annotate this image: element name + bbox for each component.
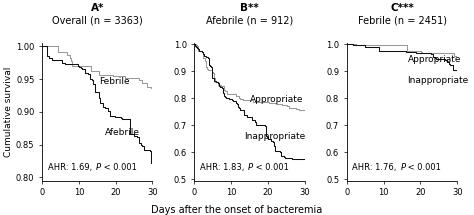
Text: P: P [95,163,100,172]
Text: AHR: 1.83,: AHR: 1.83, [200,163,247,172]
Text: Appropriate: Appropriate [250,95,303,104]
Title: Afebrile (n = 912): Afebrile (n = 912) [206,15,293,26]
Text: C***: C*** [390,3,414,13]
Text: Appropriate: Appropriate [408,55,461,64]
Text: Afebrile: Afebrile [105,128,140,137]
Text: AHR: 1.76,: AHR: 1.76, [352,163,399,172]
Text: < 0.001: < 0.001 [405,163,441,172]
Text: < 0.001: < 0.001 [100,163,137,172]
Y-axis label: Cumulative survival: Cumulative survival [4,67,13,157]
Text: AHR: 1.69,: AHR: 1.69, [47,163,94,172]
Title: Febrile (n = 2451): Febrile (n = 2451) [357,15,447,26]
Text: P: P [248,163,253,172]
Text: < 0.001: < 0.001 [253,163,289,172]
Text: Inappropriate: Inappropriate [408,76,469,85]
Text: A*: A* [91,3,104,13]
Text: P: P [401,163,405,172]
Text: B**: B** [240,3,259,13]
Text: Inappropriate: Inappropriate [244,132,305,141]
Text: Days after the onset of bacteremia: Days after the onset of bacteremia [151,205,323,215]
Text: Febrile: Febrile [100,77,130,86]
Title: Overall (n = 3363): Overall (n = 3363) [52,15,143,26]
